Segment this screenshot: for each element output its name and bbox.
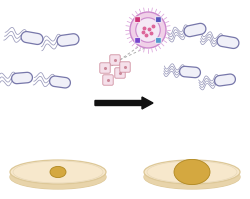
FancyBboxPatch shape — [155, 17, 160, 22]
Polygon shape — [144, 172, 239, 189]
Ellipse shape — [144, 160, 239, 184]
Polygon shape — [10, 172, 106, 189]
Ellipse shape — [10, 160, 106, 184]
Ellipse shape — [10, 165, 106, 189]
Circle shape — [135, 18, 160, 42]
FancyBboxPatch shape — [134, 38, 140, 43]
Polygon shape — [179, 66, 200, 78]
Polygon shape — [12, 72, 32, 84]
Polygon shape — [184, 23, 205, 37]
Circle shape — [130, 12, 165, 48]
FancyBboxPatch shape — [102, 75, 113, 85]
Polygon shape — [50, 76, 70, 88]
FancyBboxPatch shape — [155, 38, 160, 43]
Ellipse shape — [144, 165, 239, 189]
Ellipse shape — [50, 166, 66, 178]
Ellipse shape — [173, 159, 209, 185]
FancyBboxPatch shape — [134, 17, 140, 22]
FancyBboxPatch shape — [109, 55, 120, 65]
Polygon shape — [216, 36, 238, 48]
FancyBboxPatch shape — [119, 62, 130, 72]
Polygon shape — [214, 74, 234, 86]
Polygon shape — [21, 32, 43, 44]
FancyBboxPatch shape — [100, 63, 110, 73]
Polygon shape — [57, 34, 78, 46]
FancyBboxPatch shape — [114, 68, 125, 78]
FancyArrow shape — [94, 97, 152, 109]
